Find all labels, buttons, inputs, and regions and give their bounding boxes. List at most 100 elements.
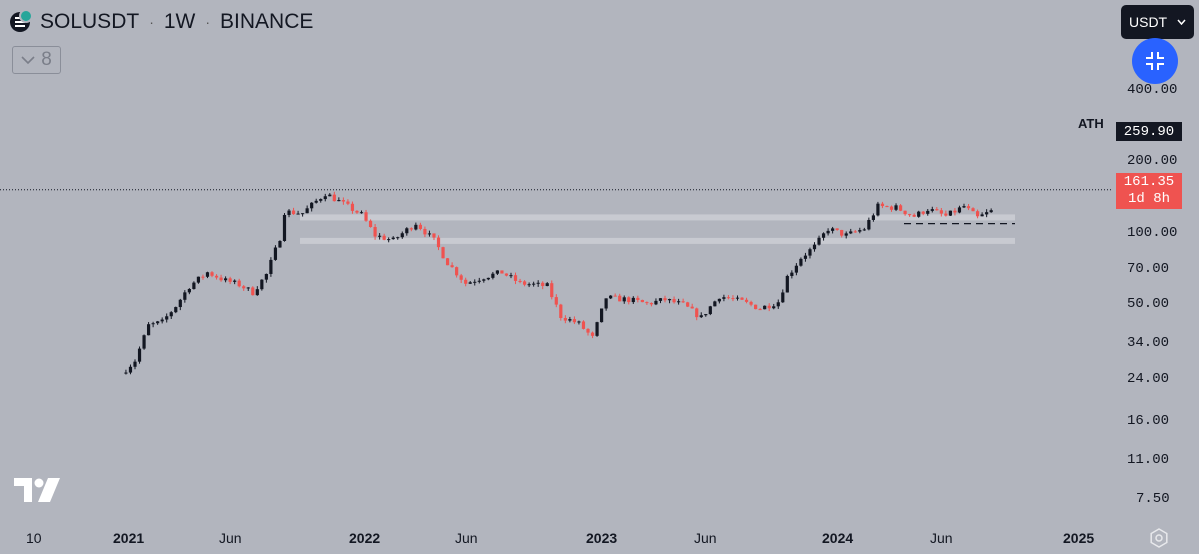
candle-body (744, 299, 749, 302)
price-tick: 16.00 (1127, 413, 1170, 429)
candle (500, 270, 504, 274)
candle (613, 293, 617, 297)
candle-body (124, 372, 128, 374)
candle-body (378, 235, 382, 237)
candle-body (690, 306, 694, 309)
candle (889, 205, 894, 212)
candle-body (133, 361, 137, 367)
collapse-fullscreen-button[interactable] (1132, 38, 1178, 84)
candle (350, 201, 355, 214)
candle-body (908, 214, 912, 216)
candle (151, 321, 155, 328)
candle (319, 198, 323, 203)
candle-body (894, 205, 898, 210)
candle (233, 279, 237, 285)
currency-select[interactable]: USDT (1121, 5, 1194, 39)
candle-body (423, 228, 427, 235)
candle-body (903, 210, 907, 215)
candle-body (151, 323, 155, 325)
candle-body (677, 301, 681, 303)
candle (242, 285, 246, 291)
candle-body (291, 210, 296, 215)
candle-body (858, 230, 862, 232)
candle (260, 279, 264, 291)
candle-body (156, 321, 160, 324)
candle-body (699, 315, 703, 318)
candle (572, 316, 577, 325)
chevron-down-icon (21, 56, 35, 65)
candle-body (305, 208, 309, 214)
candle-body (794, 265, 798, 273)
candle (387, 237, 391, 243)
candle-body (867, 219, 871, 230)
candle-body (260, 279, 264, 290)
candle-body (387, 239, 391, 241)
candle-body (840, 229, 844, 236)
support-zones (300, 214, 1015, 244)
candle-body (613, 295, 617, 297)
candle (649, 302, 654, 307)
time-tick: Jun (219, 530, 242, 546)
candle (704, 313, 708, 317)
candle (749, 300, 753, 307)
time-tick: 2025 (1063, 530, 1095, 546)
candle-body (187, 288, 191, 293)
candle (427, 230, 432, 237)
indicators-collapse-button[interactable]: 8 (12, 46, 61, 74)
candle-body (174, 307, 178, 313)
candle-body (726, 297, 731, 299)
candle (677, 298, 681, 305)
candle-body (210, 272, 214, 276)
candle (473, 279, 477, 286)
candle-body (418, 224, 422, 229)
support-zone (300, 214, 1015, 221)
candle-body (921, 211, 925, 214)
candle (908, 213, 912, 217)
candle-body (359, 212, 364, 214)
candle-body (301, 213, 305, 215)
candle (799, 257, 803, 267)
candle (224, 276, 228, 283)
candle (726, 295, 731, 300)
candle-body (627, 297, 631, 303)
candle (563, 315, 567, 324)
candle (219, 274, 223, 282)
candle (368, 219, 373, 228)
candle-body (708, 306, 712, 315)
candle-body (396, 237, 400, 239)
candle (133, 359, 137, 370)
candle (183, 290, 187, 303)
candle (849, 228, 853, 235)
candle-body (282, 214, 287, 241)
solana-logo (10, 9, 33, 32)
candle (966, 204, 971, 211)
candle (550, 280, 554, 300)
candle-body (337, 200, 341, 202)
candle (441, 246, 445, 259)
time-tick: 2023 (586, 530, 618, 546)
candle-body (826, 230, 830, 234)
candle-body (772, 306, 776, 309)
candle (482, 278, 486, 283)
candle-body (414, 224, 418, 230)
candle (989, 208, 993, 213)
candle-body (205, 272, 210, 277)
settings-gear-icon[interactable] (1149, 528, 1169, 548)
candle-body (667, 299, 672, 301)
candle (192, 281, 196, 290)
candle-body (776, 302, 780, 307)
candle-body (450, 265, 454, 268)
candle-body (296, 213, 300, 215)
candle-body (436, 237, 441, 248)
symbol-header[interactable]: SOLUSDT · 1W · BINANCE (10, 9, 313, 34)
candle-body (242, 286, 246, 289)
price-tick: 11.00 (1127, 452, 1170, 468)
candle-body (930, 209, 934, 211)
candle (785, 274, 789, 293)
collapse-arrows-icon (1146, 52, 1164, 70)
candle-body (536, 282, 540, 284)
candle (898, 204, 903, 212)
candle-body (495, 270, 500, 274)
candle-body (604, 298, 608, 309)
